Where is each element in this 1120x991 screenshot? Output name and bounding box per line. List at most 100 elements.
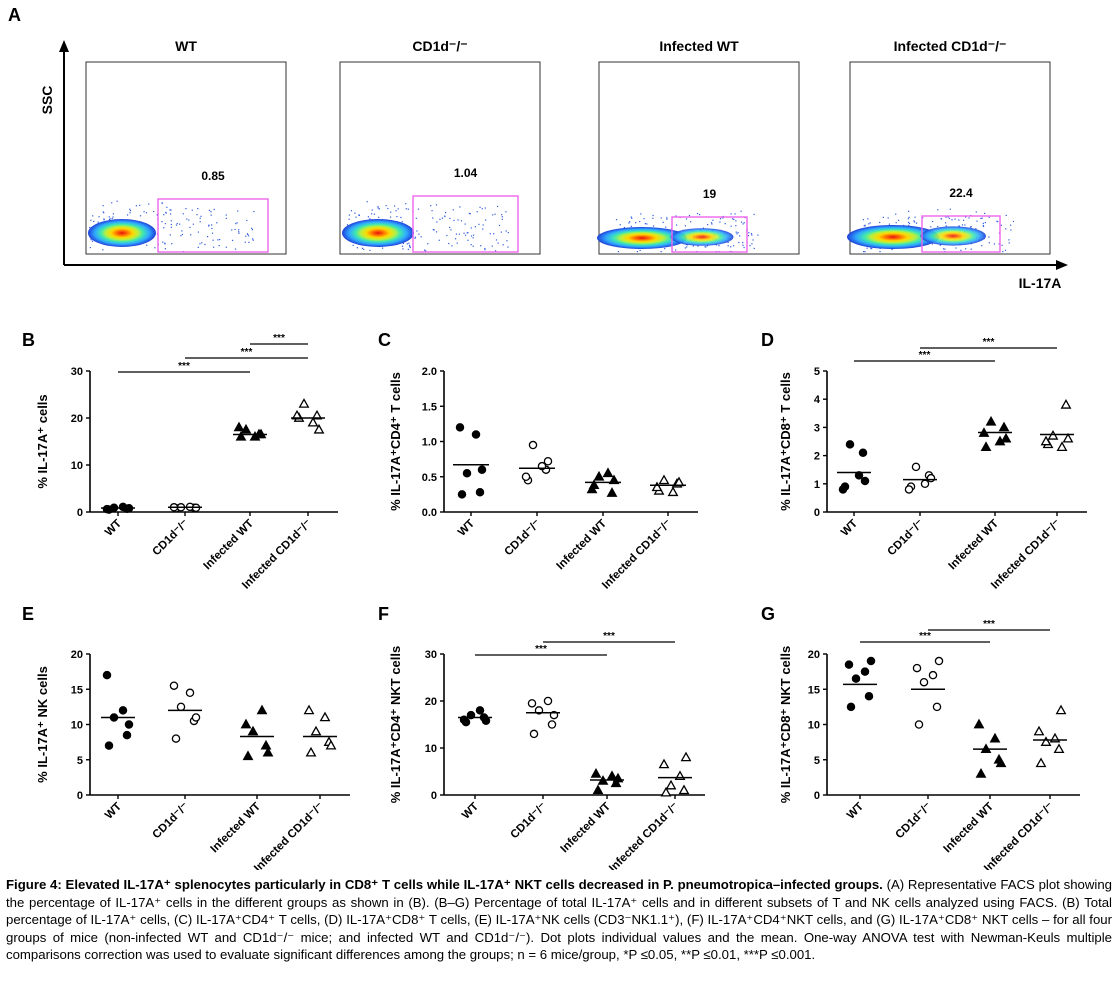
facs-event [217, 239, 219, 241]
facs-event [181, 230, 183, 232]
panel-a-y-arrow [59, 40, 69, 52]
facs-event [480, 245, 482, 247]
x-tick-label: WT [456, 518, 477, 539]
density-blob [88, 219, 156, 247]
facs-event [350, 210, 353, 212]
facs-event [251, 238, 254, 240]
facs-event [449, 217, 451, 220]
facs-event [997, 221, 999, 223]
facs-event [199, 243, 201, 245]
y-axis-label: % IL-17A⁺CD8⁺ T cells [778, 372, 793, 511]
facs-event [750, 233, 753, 235]
facs-event [402, 248, 404, 250]
y-tick-label: 20 [425, 696, 437, 708]
facs-event [907, 218, 909, 220]
facs-event [962, 219, 965, 221]
facs-event [102, 211, 104, 213]
facs-event [171, 243, 173, 245]
facs-event [652, 214, 654, 217]
y-tick-label: 20 [71, 413, 83, 425]
facs-event [456, 242, 458, 244]
facs-plot-title: Infected WT [659, 38, 739, 54]
facs-event [371, 213, 373, 215]
x-tick-label: Infected WT [947, 518, 1002, 573]
facs-event [675, 249, 677, 251]
data-point [1060, 399, 1072, 409]
facs-event [448, 226, 451, 229]
facs-event [497, 242, 499, 244]
facs-event [143, 211, 145, 213]
x-tick-label: WT [845, 801, 866, 822]
facs-event [129, 212, 131, 214]
data-point [462, 468, 472, 478]
facs-event [730, 225, 732, 227]
facs-event [975, 228, 977, 230]
y-tick-label: 1.5 [422, 401, 437, 413]
facs-event [907, 210, 910, 212]
facs-event [164, 223, 166, 225]
facs-event [749, 245, 751, 247]
facs-event [666, 217, 668, 219]
facs-event [377, 207, 379, 209]
facs-event [975, 211, 977, 213]
data-point [586, 483, 598, 494]
data-point [233, 421, 245, 432]
facs-event [148, 203, 150, 205]
facs-event [385, 205, 387, 207]
data-point [543, 696, 553, 706]
significance-label: *** [603, 631, 615, 642]
facs-plot-infected-cd1d: 22.4 Infected CD1d⁻/⁻ [847, 38, 1051, 255]
facs-event [463, 232, 465, 234]
facs-event [472, 237, 474, 239]
facs-event [154, 247, 156, 249]
data-point [528, 440, 538, 450]
facs-event [740, 210, 742, 212]
facs-event [129, 208, 131, 210]
facs-event [244, 241, 246, 243]
data-point [854, 471, 864, 480]
x-tick-label: Infected CD1d⁻/⁻ [600, 518, 674, 592]
data-point [122, 730, 132, 740]
data-point [455, 423, 465, 432]
data-point [934, 656, 944, 666]
facs-event [439, 218, 441, 220]
facs-event [470, 227, 472, 229]
panel-letter: G [761, 604, 775, 624]
facs-event [951, 219, 953, 221]
facs-event [213, 246, 215, 248]
data-point [1055, 704, 1067, 715]
facs-event [396, 216, 398, 218]
y-tick-label: 5 [814, 366, 820, 378]
facs-event [887, 217, 889, 219]
facs-event [225, 246, 227, 248]
facs-event [441, 217, 444, 219]
facs-event [235, 223, 237, 225]
facs-event [623, 226, 626, 229]
facs-event [468, 212, 470, 215]
facs-event [407, 248, 409, 250]
facs-event [895, 213, 897, 215]
facs-plot-title: WT [175, 38, 197, 54]
y-tick-label: 3 [814, 422, 820, 434]
facs-event [870, 247, 872, 249]
facs-event [615, 219, 618, 221]
facs-event [696, 212, 699, 215]
facs-event [908, 222, 911, 225]
data-point [667, 486, 679, 497]
facs-event [484, 247, 486, 250]
facs-event [945, 216, 947, 218]
facs-event [630, 216, 632, 218]
facs-event [200, 215, 202, 217]
data-point [124, 720, 134, 729]
facs-event [464, 234, 467, 236]
facs-event [724, 223, 726, 225]
data-point [911, 462, 921, 472]
facs-event [102, 249, 104, 251]
data-point [593, 470, 605, 481]
facs-event [352, 244, 354, 246]
facs-event [710, 222, 713, 224]
x-tick-label: CD1d⁻/⁻ [886, 518, 927, 559]
facs-event [109, 218, 111, 220]
facs-event [494, 213, 496, 215]
figure-4: A SSC IL-17A 0.85WT1.04CD1d⁻/⁻19Infected… [8, 5, 1087, 870]
